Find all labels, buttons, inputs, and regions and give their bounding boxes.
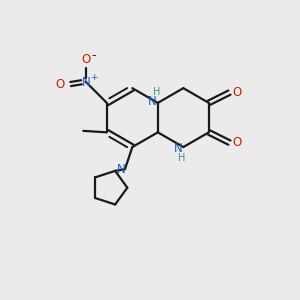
- Text: +: +: [90, 73, 98, 82]
- Text: N: N: [174, 142, 182, 155]
- Text: H: H: [153, 87, 160, 97]
- Text: N: N: [148, 95, 157, 108]
- Text: O: O: [232, 86, 242, 99]
- Text: O: O: [56, 78, 64, 91]
- Text: O: O: [81, 53, 90, 66]
- Text: O: O: [232, 136, 242, 149]
- Text: H: H: [178, 153, 185, 163]
- Text: N: N: [117, 163, 126, 176]
- Text: N: N: [82, 76, 91, 89]
- Text: -: -: [92, 49, 96, 62]
